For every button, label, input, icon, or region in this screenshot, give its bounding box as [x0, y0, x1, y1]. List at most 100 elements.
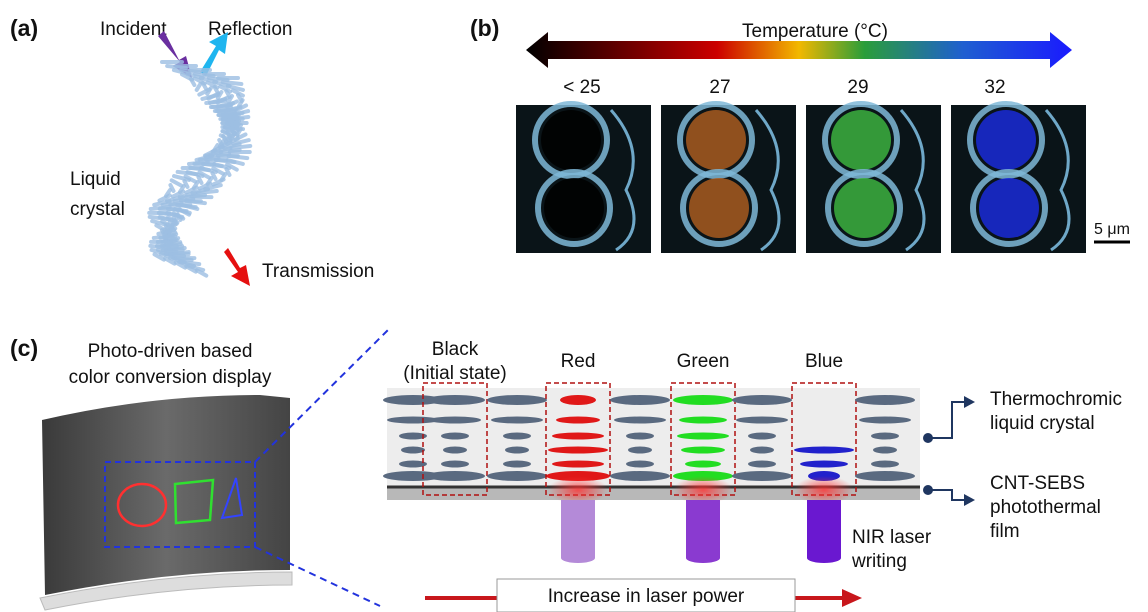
label: Transmission — [262, 261, 374, 282]
label: Incident — [100, 19, 167, 40]
lc-molecule — [855, 395, 915, 405]
micrographs: < 25 27 29 32 — [516, 77, 1086, 253]
core — [544, 178, 604, 238]
lc-molecule — [628, 447, 652, 454]
lc-molecule — [429, 417, 481, 424]
layer-label: CNT-SEBS — [990, 473, 1085, 494]
lc-rod — [167, 66, 186, 68]
transmission-arrow — [224, 248, 250, 286]
lc-molecule — [750, 447, 774, 454]
lc-molecule — [552, 433, 604, 440]
lc-molecule — [401, 447, 425, 454]
panel-label: (b) — [470, 15, 499, 41]
lc-molecule — [556, 417, 600, 424]
layer-label: photothermal — [990, 497, 1101, 518]
pointer-head — [964, 494, 975, 506]
lc-molecule — [736, 417, 788, 424]
lc-rod — [229, 156, 248, 158]
heat-glow — [548, 476, 608, 504]
lc-molecule — [491, 417, 543, 424]
core — [976, 110, 1036, 170]
lc-molecule — [873, 447, 897, 454]
lc-molecule — [748, 461, 776, 468]
display-panel — [42, 395, 290, 595]
lc-molecule — [552, 461, 604, 468]
scale-bar-label: 5 μm — [1094, 221, 1130, 238]
lc-molecule — [732, 395, 792, 405]
temperature-label: 27 — [709, 77, 730, 98]
lc-molecule — [800, 461, 848, 468]
lc-molecule — [443, 447, 467, 454]
pointer-head — [964, 396, 975, 408]
lc-molecule — [679, 417, 727, 424]
layer-label: Thermochromic — [990, 389, 1122, 410]
lc-molecule — [425, 471, 485, 481]
laser-beam-end — [561, 553, 595, 563]
lc-rod — [197, 270, 206, 275]
core — [834, 178, 894, 238]
lc-rod — [235, 124, 238, 130]
state-label: Black — [432, 339, 479, 360]
lc-molecule — [441, 433, 469, 440]
core — [686, 110, 746, 170]
label: color conversion display — [69, 367, 272, 388]
figure: (a) Incident Reflection Liquid crystal T… — [0, 0, 1148, 612]
lc-rod — [154, 236, 173, 238]
lc-molecule — [748, 433, 776, 440]
laser-label: NIR laser — [852, 527, 932, 548]
heat-glow — [794, 476, 854, 504]
pointer-line — [928, 490, 966, 500]
laser-beam — [686, 500, 720, 558]
lc-rod — [172, 180, 182, 185]
scale-title: Temperature (°C) — [742, 21, 888, 42]
core — [541, 110, 601, 170]
label: Liquid — [70, 169, 121, 190]
lc-rod — [216, 111, 235, 113]
lc-rod — [231, 146, 250, 148]
laser-beam-end — [807, 553, 841, 563]
lc-molecule — [871, 461, 899, 468]
lc-molecule — [626, 433, 654, 440]
state-label: Green — [677, 351, 730, 372]
panel-label: (c) — [10, 335, 38, 361]
state-label: (Initial state) — [403, 363, 506, 384]
label: Photo-driven based — [88, 341, 253, 362]
pointer-line — [928, 402, 966, 438]
lc-rod — [202, 95, 217, 99]
state-label: Blue — [805, 351, 843, 372]
lc-molecule — [441, 461, 469, 468]
temperature-label: < 25 — [563, 77, 601, 98]
lc-molecule — [626, 461, 654, 468]
temperature-label: 32 — [984, 77, 1005, 98]
lc-molecule — [610, 395, 670, 405]
layer-label: liquid crystal — [990, 413, 1095, 434]
lc-rod — [197, 84, 201, 90]
lc-molecule — [487, 471, 547, 481]
lc-molecule — [871, 433, 899, 440]
lc-molecule — [503, 461, 531, 468]
laser-beam-end — [686, 553, 720, 563]
lc-molecule — [685, 461, 721, 468]
liquid-crystal-stack — [149, 62, 250, 276]
panel-label: (a) — [10, 15, 38, 41]
temperature-label: 29 — [847, 77, 868, 98]
lc-molecule — [732, 471, 792, 481]
laser-beam — [561, 500, 595, 558]
lc-molecule — [677, 433, 729, 440]
power-label: Increase in laser power — [548, 586, 745, 607]
layer-label: film — [990, 521, 1020, 542]
lc-molecule — [681, 447, 725, 454]
lc-molecule — [503, 433, 531, 440]
label: crystal — [70, 199, 125, 220]
lc-molecule — [673, 395, 733, 405]
laser-label: writing — [851, 551, 907, 572]
heat-glow — [673, 476, 733, 504]
lc-molecule — [425, 395, 485, 405]
lc-molecule — [855, 471, 915, 481]
lc-molecule — [794, 447, 854, 454]
lc-rod — [198, 191, 217, 193]
lc-molecule — [614, 417, 666, 424]
lc-rod — [206, 101, 225, 103]
lc-molecule — [560, 395, 596, 405]
core — [979, 178, 1039, 238]
